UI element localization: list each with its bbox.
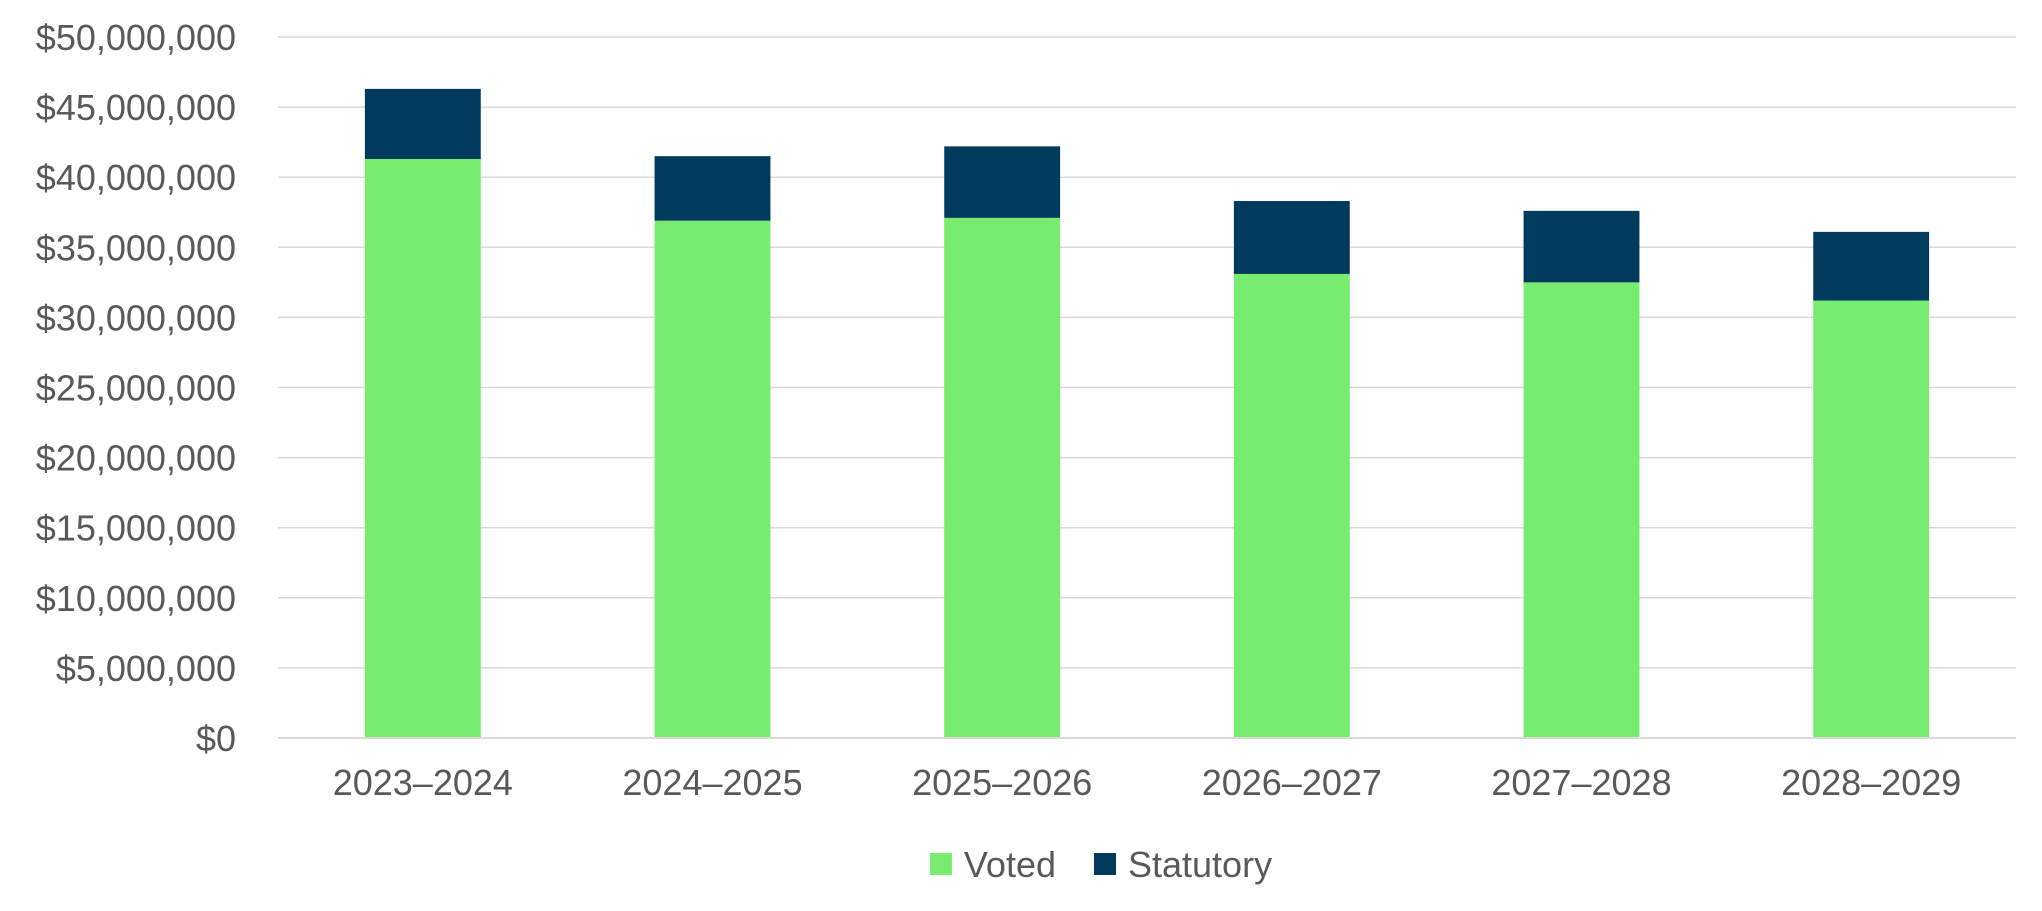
bar-statutory-3 [1233,201,1350,274]
legend: Voted Statutory [929,844,1272,885]
x-tick-label: 2024–2025 [622,762,802,803]
bar-statutory-4 [1523,210,1640,283]
legend-label: Voted [964,844,1056,885]
legend-swatch [1094,853,1117,875]
y-tick-label: $45,000,000 [36,87,236,128]
bar-voted-2 [944,217,1061,738]
y-tick-label: $50,000,000 [36,17,236,58]
y-tick-label: $15,000,000 [36,508,236,549]
x-axis: 2023–2024 2024–2025 2025–2026 2026–2027 2027… [278,737,2016,803]
y-tick-label: $5,000,000 [56,648,236,689]
legend-item-statutory: Statutory [1094,844,1272,885]
legend-label: Statutory [1128,844,1272,885]
bar-voted-0 [364,158,481,738]
y-tick-label: $30,000,000 [36,297,236,338]
y-tick-label: $20,000,000 [36,438,236,479]
bar-statutory-1 [654,156,771,221]
y-tick-label: $40,000,000 [36,157,236,198]
y-tick-label: $35,000,000 [36,227,236,268]
bar-statutory-2 [944,146,1061,218]
y-tick-label: $0 [196,718,236,759]
bar-voted-4 [1523,282,1640,738]
x-tick-label: 2026–2027 [1202,762,1382,803]
bar-voted-3 [1233,273,1350,738]
x-tick-label: 2025–2026 [912,762,1092,803]
x-tick-label: 2028–2029 [1781,762,1961,803]
y-tick-label: $25,000,000 [36,368,236,409]
bars [364,88,1930,739]
y-tick-label: $10,000,000 [36,578,236,619]
bar-voted-1 [654,220,771,739]
bar-statutory-0 [364,88,481,159]
legend-item-voted: Voted [929,844,1056,885]
legend-swatch [929,853,952,875]
x-tick-label: 2023–2024 [333,762,513,803]
bar-voted-5 [1813,300,1930,738]
x-tick-label: 2027–2028 [1491,762,1671,803]
bar-statutory-5 [1813,231,1930,301]
gridlines [278,36,2016,669]
y-axis: $0 $5,000,000 $10,000,000 $15,000,000 $20,00… [36,17,236,759]
